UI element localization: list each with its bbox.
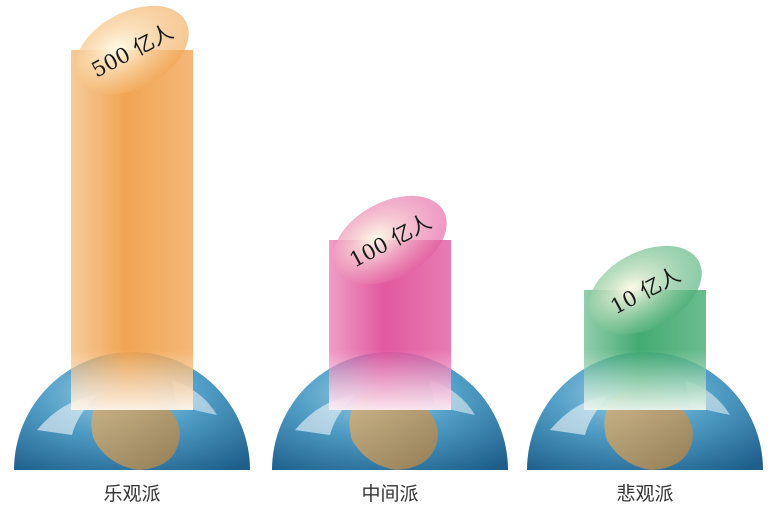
- bar-fade: [584, 350, 706, 410]
- bar-fade: [71, 350, 193, 410]
- bar-cap: [75, 5, 189, 95]
- bar-cap: [588, 245, 702, 335]
- category-label: 中间派: [361, 483, 418, 505]
- category-label: 悲观派: [616, 483, 673, 505]
- bar-fade: [329, 350, 451, 410]
- category-label: 乐观派: [103, 483, 160, 505]
- bar-cap: [333, 195, 447, 285]
